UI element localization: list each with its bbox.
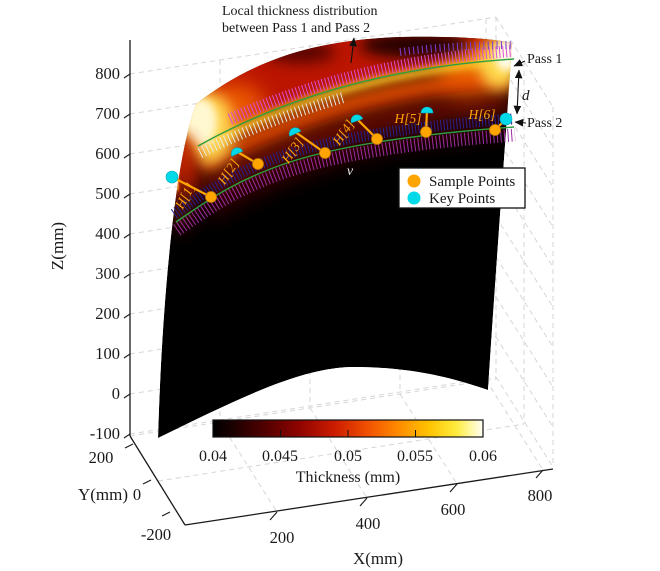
annotation-arrow: [349, 37, 357, 64]
colorbar-ticks: [280, 430, 416, 437]
z-tick: 100: [95, 344, 120, 363]
colorbar-tick: 0.06: [469, 448, 497, 465]
legend-box: [398, 167, 526, 209]
y-tick-mark: [161, 511, 171, 517]
connector-line: [293, 130, 326, 154]
y-tick: 0: [133, 485, 141, 504]
colorbar-tick: 0.04: [199, 448, 227, 465]
z-tick-mark: [123, 193, 131, 199]
x-tick: 200: [270, 528, 295, 547]
z-tick: 0: [112, 384, 120, 403]
sample-point-label: H[5]: [393, 111, 421, 126]
comb-hatches: [170, 41, 516, 236]
legend-key-label: Key Points: [429, 191, 495, 207]
pass2-upper-comb: [170, 113, 513, 219]
y-tick-mark: [142, 479, 152, 485]
connector-line: [171, 176, 212, 198]
grid-line: [129, 376, 497, 435]
x-tick-mark: [269, 511, 278, 521]
key-point-marker: [350, 114, 364, 124]
z-axis-label: Z(mm): [48, 222, 67, 270]
x-tick-mark: [449, 483, 458, 493]
x-tick: 800: [528, 486, 553, 505]
sample-point-marker: [319, 147, 331, 159]
grid-line: [129, 378, 497, 437]
x-tick-labels: 200 400 600 800: [270, 486, 553, 547]
z-tick-mark: [123, 233, 131, 239]
z-tick: 500: [95, 184, 120, 203]
tick-marks: [123, 73, 544, 521]
z-tick-mark: [123, 433, 131, 439]
pass-annotations: Pass 1 d Pass 2: [513, 52, 562, 131]
legend: Sample Points Key Points: [398, 167, 526, 209]
pass2-lower-comb: [173, 128, 516, 236]
z-tick: 700: [95, 104, 120, 123]
annotation-line1: Local thickness distribution: [222, 4, 378, 19]
key-point-marker: [499, 112, 513, 126]
colorbar-label: Thickness (mm): [296, 469, 400, 486]
key-point-marker: [231, 147, 244, 157]
colorbar-tick-labels: 0.04 0.045 0.05 0.055 0.06: [199, 448, 497, 465]
sample-point-marker: [252, 158, 264, 170]
z-tick-mark: [123, 313, 131, 319]
sample-point-marker: [420, 126, 432, 138]
z-tick-mark: [123, 113, 131, 119]
distance-d-label: d: [522, 88, 530, 104]
y-tick: 200: [89, 448, 114, 467]
thickness-band: [196, 36, 512, 146]
pass1-upper-comb: [227, 45, 513, 125]
distance-d-arrow: [513, 69, 523, 115]
key-point-marker: [165, 170, 179, 184]
v-direction-label: v: [347, 164, 354, 179]
x-tick: 600: [441, 500, 466, 519]
x-axis-line: [184, 468, 554, 526]
key-point-marker: [289, 127, 302, 137]
x-tick-mark: [535, 469, 544, 479]
z-tick: 400: [95, 224, 120, 243]
surface-3d: [158, 36, 512, 438]
z-tick: 800: [95, 64, 120, 83]
sample-point-marker: [205, 191, 217, 203]
sample-point-label: H[6]: [467, 107, 495, 122]
colorbar-tick: 0.045: [262, 448, 298, 465]
colorbar-tick: 0.05: [334, 448, 362, 465]
z-tick: 200: [95, 304, 120, 323]
x-tick-mark: [359, 497, 368, 507]
grid-line: [129, 16, 497, 75]
y-tick: -200: [141, 525, 171, 544]
colorbar: 0.04 0.045 0.05 0.055 0.06 Thickness (mm…: [199, 419, 497, 486]
pass2-pointer-arrow: [514, 118, 527, 127]
z-tick-mark: [123, 353, 131, 359]
z-tick: 300: [95, 264, 120, 283]
legend-key-swatch: [407, 191, 421, 205]
key-point-marker: [420, 106, 434, 114]
z-tick: -100: [90, 424, 120, 443]
x-axis-label: X(mm): [353, 549, 403, 568]
z-tick: 600: [95, 144, 120, 163]
annotation-line2: between Pass 1 and Pass 2: [222, 21, 370, 36]
z-tick-mark: [123, 153, 131, 159]
pass2-label: Pass 2: [527, 116, 562, 131]
z-tick-labels: 800 700 600 500 400 300 200 100 0 -100: [90, 64, 120, 443]
axes-lines: [129, 40, 554, 526]
z-tick-mark: [123, 73, 131, 79]
z-tick-mark: [123, 273, 131, 279]
legend-sample-swatch: [407, 174, 421, 188]
legend-sample-label: Sample Points: [429, 174, 515, 190]
title-annotation: Local thickness distribution between Pas…: [222, 4, 378, 64]
sample-point-marker: [489, 124, 501, 136]
y-axis-line: [129, 435, 186, 526]
sample-point-marker: [371, 133, 383, 145]
z-tick-mark: [123, 393, 131, 399]
colorbar-tick: 0.055: [397, 448, 433, 465]
y-tick-mark: [124, 443, 134, 449]
pass1-label: Pass 1: [527, 52, 562, 67]
pass1-pointer-arrow: [513, 59, 526, 67]
pass1-line: [197, 58, 515, 147]
y-tick-labels: 200 0 -200: [89, 448, 172, 544]
y-axis-label: Y(mm): [78, 485, 128, 504]
x-tick: 400: [356, 514, 381, 533]
